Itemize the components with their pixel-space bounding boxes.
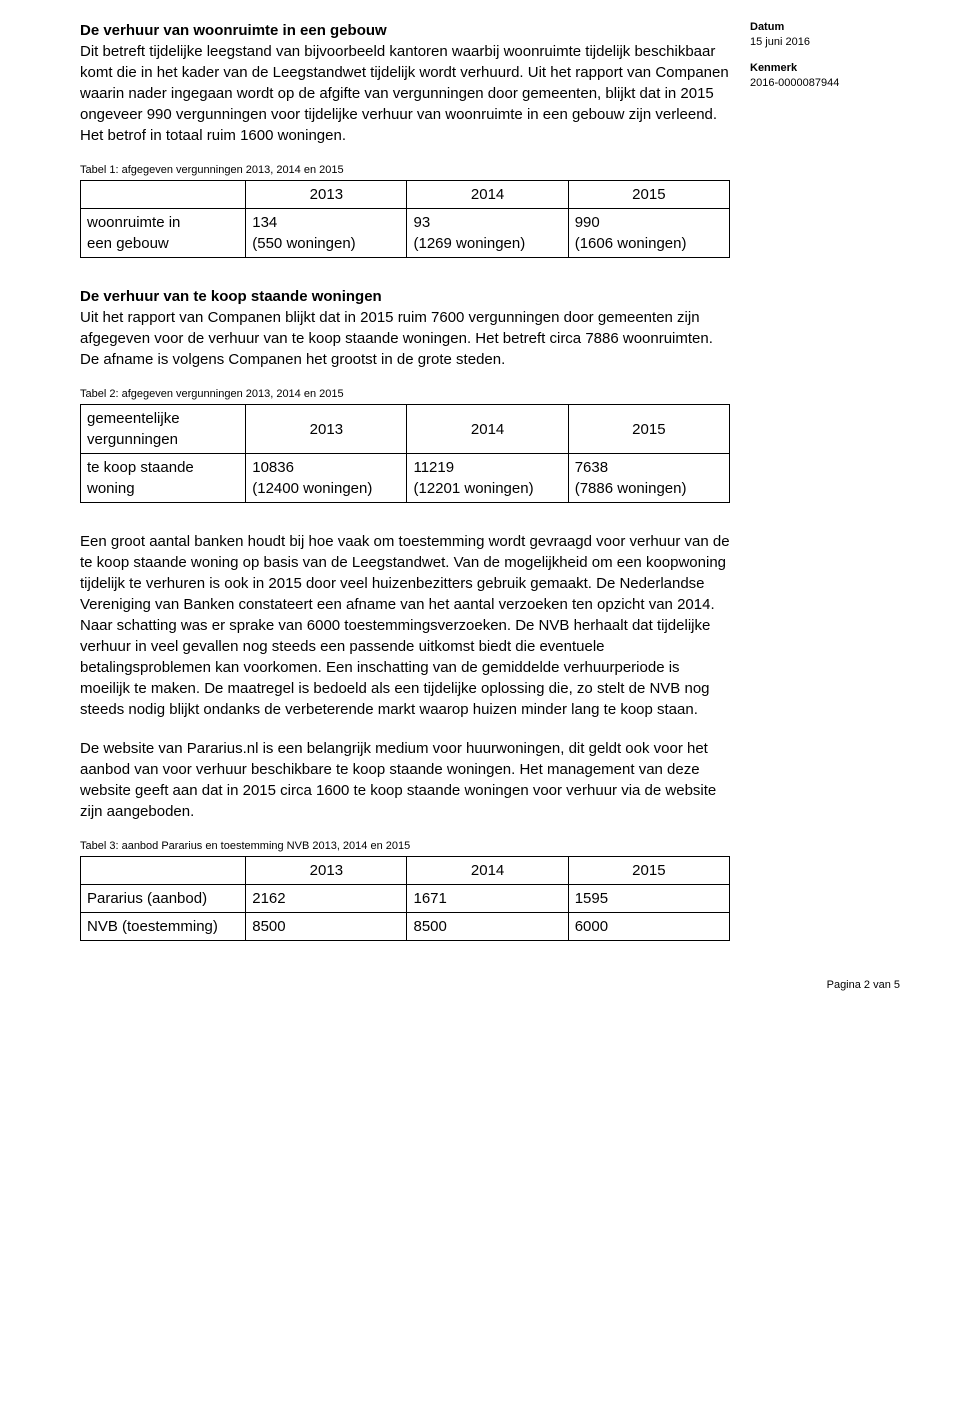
sidebar-datum-value: 15 juni 2016	[750, 35, 900, 50]
table-cell-label: te koop staande woning	[81, 454, 246, 503]
table-cell-2014: 1671	[407, 885, 568, 913]
table-header-2015: 2015	[568, 857, 729, 885]
table-header-2014: 2014	[407, 857, 568, 885]
section-2-heading: De verhuur van te koop staande woningen	[80, 288, 382, 305]
table-header-2015: 2015	[568, 181, 729, 209]
paragraph-banken: Een groot aantal banken houdt bij hoe va…	[80, 531, 730, 720]
table-header-label: gemeentelijke vergunningen	[81, 405, 246, 454]
table-row: Pararius (aanbod) 2162 1671 1595	[81, 885, 730, 913]
page-number: Pagina 2 van 5	[827, 979, 900, 991]
table-3-caption: Tabel 3: aanbod Pararius en toestemming …	[80, 840, 730, 852]
table-cell-2015: 1595	[568, 885, 729, 913]
table-1: 2013 2014 2015 woonruimte in een gebouw …	[80, 180, 730, 258]
section-1: De verhuur van woonruimte in een gebouw …	[80, 20, 730, 146]
table-cell-2014: 93 (1269 woningen)	[407, 209, 568, 258]
table-header-2013: 2013	[246, 857, 407, 885]
table-cell-label: Pararius (aanbod)	[81, 885, 246, 913]
table-2: gemeentelijke vergunningen 2013 2014 201…	[80, 404, 730, 503]
section-2: De verhuur van te koop staande woningen …	[80, 286, 730, 370]
sidebar-kenmerk: Kenmerk 2016-0000087944	[750, 61, 900, 92]
table-cell-2014: 11219 (12201 woningen)	[407, 454, 568, 503]
table-cell-2013: 2162	[246, 885, 407, 913]
table-header-blank	[81, 181, 246, 209]
table-cell-2015: 7638 (7886 woningen)	[568, 454, 729, 503]
main-column: De verhuur van woonruimte in een gebouw …	[80, 20, 730, 951]
sidebar-datum: Datum 15 juni 2016	[750, 20, 900, 51]
table-1-caption: Tabel 1: afgegeven vergunningen 2013, 20…	[80, 164, 730, 176]
table-header-2014: 2014	[407, 181, 568, 209]
sidebar-kenmerk-value: 2016-0000087944	[750, 76, 900, 91]
table-cell-label: NVB (toestemming)	[81, 913, 246, 941]
table-row: te koop staande woning 10836 (12400 woni…	[81, 454, 730, 503]
table-header-2015: 2015	[568, 405, 729, 454]
sidebar: Datum 15 juni 2016 Kenmerk 2016-00000879…	[750, 20, 900, 102]
table-cell-2013: 8500	[246, 913, 407, 941]
table-row: woonruimte in een gebouw 134 (550 woning…	[81, 209, 730, 258]
table-header-2013: 2013	[246, 181, 407, 209]
table-header-blank	[81, 857, 246, 885]
table-row: 2013 2014 2015	[81, 181, 730, 209]
sidebar-kenmerk-label: Kenmerk	[750, 61, 900, 76]
table-row: gemeentelijke vergunningen 2013 2014 201…	[81, 405, 730, 454]
paragraph-pararius: De website van Pararius.nl is een belang…	[80, 738, 730, 822]
section-1-heading: De verhuur van woonruimte in een gebouw	[80, 22, 387, 39]
table-header-2014: 2014	[407, 405, 568, 454]
section-1-body: Dit betreft tijdelijke leegstand van bij…	[80, 43, 729, 144]
table-header-2013: 2013	[246, 405, 407, 454]
table-3: 2013 2014 2015 Pararius (aanbod) 2162 16…	[80, 856, 730, 941]
table-cell-2015: 990 (1606 woningen)	[568, 209, 729, 258]
section-2-body: Uit het rapport van Companen blijkt dat …	[80, 309, 713, 368]
table-cell-2013: 134 (550 woningen)	[246, 209, 407, 258]
table-2-caption: Tabel 2: afgegeven vergunningen 2013, 20…	[80, 388, 730, 400]
table-cell-label: woonruimte in een gebouw	[81, 209, 246, 258]
table-cell-2015: 6000	[568, 913, 729, 941]
table-cell-2014: 8500	[407, 913, 568, 941]
table-cell-2013: 10836 (12400 woningen)	[246, 454, 407, 503]
table-row: NVB (toestemming) 8500 8500 6000	[81, 913, 730, 941]
sidebar-datum-label: Datum	[750, 20, 900, 35]
table-row: 2013 2014 2015	[81, 857, 730, 885]
